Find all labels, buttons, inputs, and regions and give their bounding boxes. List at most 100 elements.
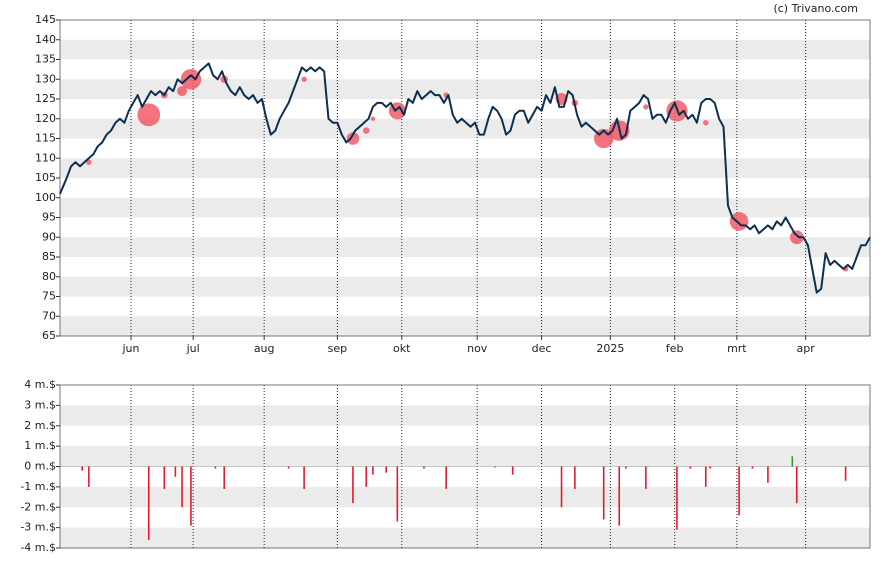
y-tick-label: 0 m.$: [24, 460, 56, 473]
trade-bubble: [789, 230, 804, 245]
credit: (c) Trivano.com: [773, 2, 858, 15]
plot-frame: [59, 19, 871, 337]
x-tick-label: apr: [797, 342, 816, 355]
y-tick-label: -1 m.$: [20, 480, 56, 493]
bar: [445, 466, 447, 489]
y-tick-label: 85: [42, 250, 56, 263]
y-tick-label: 125: [35, 92, 56, 105]
y-tick-label: -3 m.$: [20, 521, 56, 534]
grid-band: [60, 237, 870, 257]
bar: [795, 466, 798, 504]
bar: [303, 466, 305, 489]
trade-bubble: [137, 103, 161, 127]
trade-bubble: [729, 212, 749, 231]
y-tick-label: 75: [42, 290, 56, 303]
bar: [602, 466, 605, 520]
grid-band: [60, 79, 870, 99]
bar: [738, 466, 740, 516]
x-tick-label: jul: [186, 342, 200, 355]
y-tick-label: 100: [35, 191, 56, 204]
y-tick-label: 4 m.$: [24, 378, 56, 391]
bar: [704, 466, 707, 487]
y-tick-label: 90: [42, 230, 56, 243]
grid-band: [60, 316, 870, 336]
bar: [214, 466, 217, 469]
x-tick-label: 2025: [596, 342, 624, 355]
trade-bubble: [703, 120, 709, 126]
bar: [81, 466, 83, 471]
bar: [689, 466, 692, 469]
x-tick-label: jun: [122, 342, 140, 355]
y-tick-label: 105: [35, 171, 56, 184]
trade-bubble: [362, 127, 370, 134]
x-tick-label: dec: [532, 342, 552, 355]
x-tick-label: mrt: [727, 342, 747, 355]
bar: [560, 466, 563, 508]
y-tick-label: 120: [35, 112, 56, 125]
bar: [163, 466, 166, 489]
y-tick-label: 3 m.$: [24, 398, 56, 411]
bar: [494, 466, 496, 468]
bar: [88, 466, 90, 487]
trade-bubble: [180, 69, 202, 90]
grid-band: [60, 197, 870, 218]
y-tick-label: 145: [35, 13, 56, 26]
trade-bubble: [346, 132, 360, 145]
x-tick-label: okt: [393, 342, 411, 355]
bar: [709, 466, 712, 469]
bar: [385, 466, 388, 473]
y-tick-label: 110: [35, 151, 56, 164]
bar: [618, 466, 621, 526]
bar: [181, 466, 183, 508]
bar: [791, 456, 794, 467]
y-tick-label: 65: [42, 329, 56, 342]
trade-bubble: [177, 86, 188, 97]
grid-band: [60, 486, 870, 508]
bar: [372, 466, 374, 475]
x-tick-label: feb: [666, 342, 684, 355]
y-tick-label: 95: [42, 211, 56, 224]
y-tick-label: 80: [42, 270, 56, 283]
bar: [287, 466, 290, 469]
bar: [174, 466, 177, 477]
bar: [147, 466, 150, 540]
grid-band: [60, 276, 870, 297]
bar: [574, 466, 576, 489]
grid-band: [60, 527, 870, 548]
y-tick-label: 115: [35, 132, 56, 145]
trade-bubble: [301, 76, 307, 82]
y-tick-label: -2 m.$: [20, 500, 56, 513]
x-tick-label: nov: [467, 342, 488, 355]
y-tick-label: 70: [42, 309, 56, 322]
bar: [844, 466, 847, 481]
bar: [190, 466, 192, 526]
bar: [676, 466, 678, 530]
y-tick-label: 1 m.$: [24, 439, 56, 452]
x-tick-label: aug: [254, 342, 275, 355]
bar: [645, 466, 647, 489]
x-tick-label: sep: [328, 342, 347, 355]
trade-bubble: [86, 159, 92, 165]
y-tick-label: 135: [35, 53, 56, 66]
price-line: [59, 62, 871, 294]
trade-bubble: [643, 104, 649, 110]
bar: [352, 466, 354, 504]
bar: [511, 466, 514, 475]
bar: [625, 466, 627, 469]
y-tick-label: 130: [35, 72, 56, 85]
y-tick-label: -4 m.$: [20, 541, 56, 554]
y-tick-label: 140: [35, 33, 56, 46]
bar: [767, 466, 769, 483]
grid-band: [60, 158, 870, 178]
grid-band: [60, 446, 870, 467]
y-tick-label: 2 m.$: [24, 419, 56, 432]
grid-band: [60, 118, 870, 139]
bar: [365, 466, 368, 487]
trade-bubble: [370, 116, 376, 121]
bar: [751, 466, 754, 469]
bar: [423, 466, 425, 469]
bar: [396, 466, 399, 522]
bar: [223, 466, 226, 489]
